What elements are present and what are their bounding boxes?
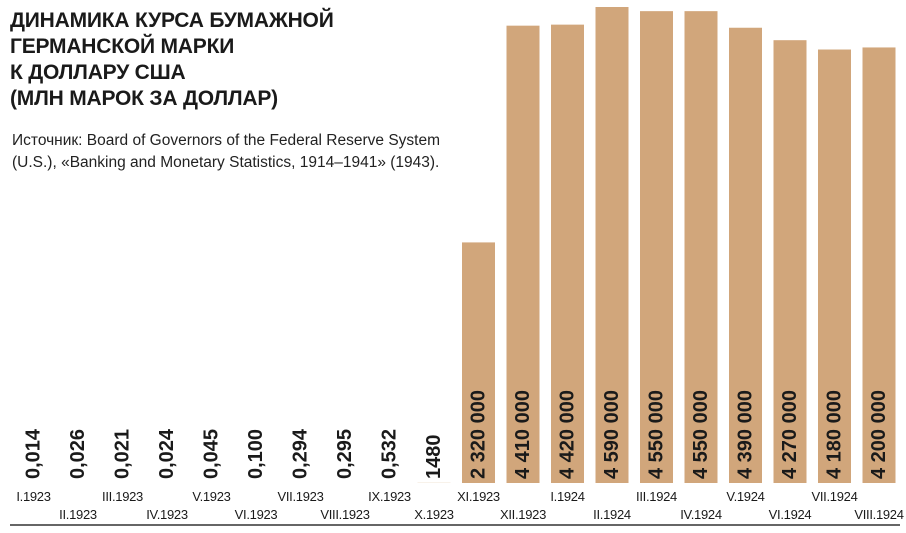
x-tick-label: XI.1923 (457, 489, 500, 504)
value-label: 1480 (423, 435, 445, 480)
x-tick-label: I.1924 (550, 489, 584, 504)
x-tick-label: VII.1924 (811, 489, 857, 504)
x-tick-label: VI.1923 (235, 507, 278, 522)
x-tick-label: VII.1923 (277, 489, 323, 504)
x-tick-label: IX.1923 (368, 489, 411, 504)
title-line: К ДОЛЛАРУ США (10, 61, 186, 84)
value-label: 4 550 000 (646, 390, 668, 479)
x-tick-label: III.1924 (636, 489, 677, 504)
bar (818, 49, 851, 483)
value-label: 4 180 000 (824, 390, 846, 479)
bar (640, 11, 673, 483)
x-tick-label: XII.1923 (500, 507, 546, 522)
bar (462, 242, 495, 483)
x-tick-label: VIII.1924 (854, 507, 903, 522)
value-label: 0,532 (379, 429, 401, 479)
x-tick-label: VI.1924 (769, 507, 812, 522)
value-label: 4 200 000 (868, 390, 890, 479)
value-label: 0,021 (112, 429, 134, 479)
title-line: ДИНАМИКА КУРСА БУМАЖНОЙ (10, 9, 334, 32)
value-label: 2 320 000 (468, 390, 490, 479)
value-label: 0,024 (156, 428, 178, 479)
x-tick-label: II.1923 (59, 507, 97, 522)
bar (506, 25, 540, 484)
chart-source: Источник: Board of Governors of the Fede… (12, 132, 440, 171)
value-label: 4 270 000 (779, 390, 801, 479)
value-label: 4 390 000 (735, 390, 757, 479)
x-tick-label: IV.1923 (146, 507, 188, 522)
x-tick-label: II.1924 (593, 507, 631, 522)
bar (551, 24, 584, 483)
bar (862, 47, 896, 483)
value-label: 0,026 (67, 429, 89, 479)
x-tick-label: X.1923 (414, 507, 453, 522)
bar (773, 40, 807, 484)
value-label: 0,294 (290, 428, 312, 479)
title-line: (МЛН МАРОК ЗА ДОЛЛАР) (10, 87, 278, 110)
value-label: 0,014 (23, 428, 45, 479)
x-tick-label: V.1924 (726, 489, 764, 504)
bar (595, 7, 629, 483)
value-label: 0,045 (201, 429, 223, 479)
value-label: 4 550 000 (690, 390, 712, 479)
chart-title: ДИНАМИКА КУРСА БУМАЖНОЙ ГЕРМАНСКОЙ МАРКИ К… (10, 8, 334, 112)
x-tick-label: III.1923 (102, 489, 143, 504)
value-label: 4 590 000 (601, 390, 623, 479)
bar (729, 27, 762, 483)
x-tick-label: VIII.1923 (320, 507, 369, 522)
value-label: 0,100 (245, 429, 267, 479)
title-line: ГЕРМАНСКОЙ МАРКИ (10, 35, 235, 58)
x-tick-label: IV.1924 (680, 507, 722, 522)
x-tick-label: V.1923 (192, 489, 230, 504)
bar (684, 11, 718, 483)
value-label: 4 420 000 (557, 390, 579, 479)
value-label: 4 410 000 (512, 390, 534, 479)
value-label: 0,295 (334, 429, 356, 479)
x-tick-label: I.1923 (16, 489, 50, 504)
